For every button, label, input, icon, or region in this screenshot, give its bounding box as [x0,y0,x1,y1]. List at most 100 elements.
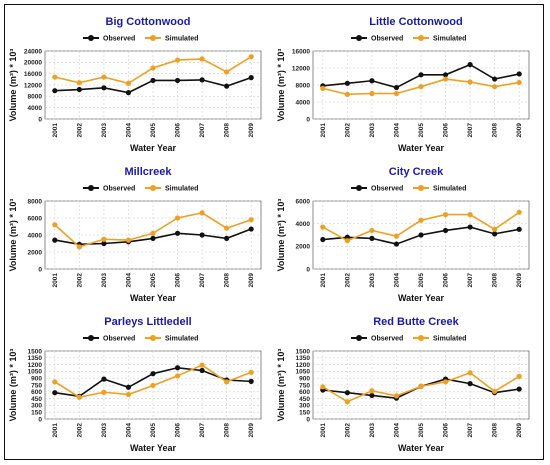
legend-label: Simulated [433,186,466,193]
data-point-simulated [52,74,58,80]
y-tick-label: 4000 [28,105,43,112]
y-tick-label: 150 [299,410,310,417]
data-point-observed [150,77,156,84]
x-tick-label: 2004 [125,423,132,438]
x-tick-label: 2009 [516,423,523,438]
data-point-observed [199,367,205,374]
x-tick-label: 2003 [101,123,108,138]
data-point-simulated [174,373,181,379]
data-point-simulated [492,84,498,90]
data-point-observed [320,236,326,243]
y-tick-label: 750 [31,382,42,389]
y-axis-label: Volume (m³) * 10³ [8,349,18,422]
chart-panel: Little Cottonwood Observed Simulated 0 4000 8… [276,16,530,153]
x-tick-label: 2003 [369,123,376,138]
data-point-simulated [199,362,205,368]
data-point-simulated [101,74,107,80]
y-tick-label: 1050 [28,369,43,376]
x-tick-label: 2009 [248,423,255,438]
data-point-simulated [442,76,449,82]
data-point-simulated [248,369,254,375]
x-axis-label: Water Year [130,143,177,153]
data-point-observed [418,72,424,78]
data-point-observed [174,365,181,371]
x-tick-label: 2002 [344,273,351,288]
data-point-observed [101,376,107,382]
y-tick-label: 0 [306,266,310,273]
data-point-simulated [467,370,473,376]
y-tick-label: 1350 [28,355,43,362]
data-point-observed [369,78,375,84]
legend-swatch-marker [418,185,424,191]
data-point-observed [76,86,82,93]
y-tick-label: 750 [299,382,310,389]
data-point-simulated [224,379,230,385]
chart-panel: Big Cottonwood Observed Simulated 0 4000 8000… [8,16,262,153]
legend-label: Observed [103,186,135,193]
chart-title: City Creek [389,166,444,178]
data-point-observed [442,227,449,234]
data-point-simulated [76,394,82,400]
data-point-observed [150,371,156,377]
data-point-simulated [516,79,522,86]
y-tick-label: 6000 [28,215,43,222]
x-tick-label: 2004 [125,123,132,138]
x-tick-label: 2009 [248,123,255,138]
x-tick-label: 2001 [52,273,59,288]
y-tick-label: 600 [299,389,310,396]
y-tick-label: 8000 [28,198,43,205]
y-tick-label: 12000 [24,82,42,89]
data-point-observed [516,226,522,232]
x-tick-label: 2006 [175,423,182,438]
x-tick-label: 2003 [101,273,108,288]
data-point-observed [174,230,181,236]
x-tick-label: 2008 [492,423,499,438]
data-point-observed [199,77,205,83]
y-axis-label: Volume (m³) * 10³ [276,49,286,122]
figure-frame: Big Cottonwood Observed Simulated 0 4000 8000… [4,4,544,460]
data-point-simulated [248,217,254,223]
legend-swatch-marker [150,185,156,191]
data-point-observed [467,224,473,230]
x-tick-label: 2002 [344,423,351,438]
legend-label: Observed [371,36,403,43]
data-point-observed [393,241,400,247]
y-tick-label: 16000 [24,71,42,78]
legend-swatch-marker [356,35,362,41]
y-tick-label: 0 [38,266,42,273]
x-tick-label: 2002 [344,123,351,138]
y-tick-label: 8000 [296,82,311,89]
data-point-observed [101,85,107,91]
x-tick-label: 2003 [369,423,376,438]
data-point-simulated [76,244,82,250]
x-tick-label: 2002 [76,123,83,138]
data-point-simulated [516,209,522,215]
y-tick-label: 600 [31,389,42,396]
data-point-simulated [369,227,375,234]
data-point-simulated [344,91,350,97]
y-tick-label: 6000 [296,198,311,205]
data-point-simulated [224,225,230,231]
data-point-observed [52,390,58,396]
data-point-observed [442,72,449,78]
x-tick-label: 2007 [199,123,206,138]
y-tick-label: 4000 [28,232,43,239]
x-axis-label: Water Year [398,293,445,303]
x-tick-label: 2001 [320,423,327,438]
data-point-simulated [418,84,424,90]
legend-swatch-marker [88,35,94,41]
chart-title: Red Butte Creek [373,316,459,328]
x-tick-label: 2007 [199,273,206,288]
x-tick-label: 2005 [150,123,157,138]
chart-panel: Millcreek Observed Simulated 0 2000 4000 6000 8… [8,166,262,303]
legend-swatch-marker [150,35,156,41]
data-point-observed [224,235,230,241]
legend-swatch-marker [88,335,94,341]
x-tick-label: 2007 [199,423,206,438]
chart-panel: Red Butte Creek Observed Simulated 01503004… [276,316,530,453]
data-point-observed [467,62,473,68]
data-point-simulated [393,90,400,97]
y-tick-label: 0 [38,416,42,423]
y-tick-label: 2000 [296,244,311,251]
x-tick-label: 2008 [492,123,499,138]
